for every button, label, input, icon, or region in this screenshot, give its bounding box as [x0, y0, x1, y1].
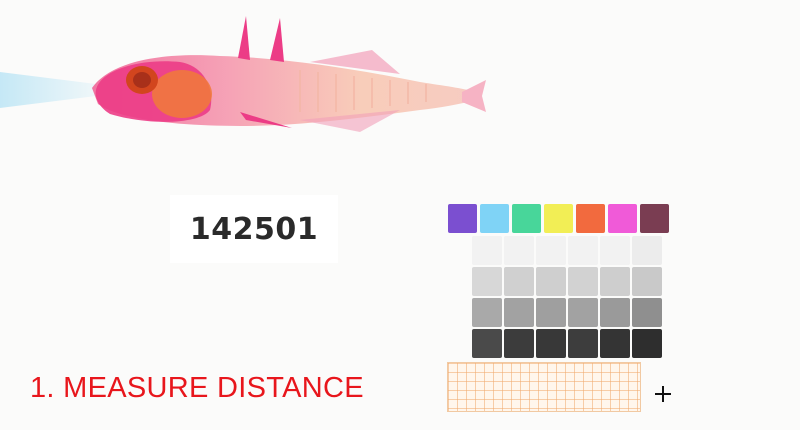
specimen-id-label: 142501	[170, 195, 338, 263]
color-swatch	[512, 204, 541, 233]
gray-swatch	[472, 298, 502, 327]
gray-swatch	[504, 298, 534, 327]
gray-swatch	[472, 267, 502, 296]
gray-swatch	[600, 236, 630, 265]
color-swatch	[576, 204, 605, 233]
measurement-grid-scale	[447, 362, 641, 412]
gray-swatch	[568, 329, 598, 358]
gray-swatch	[600, 267, 630, 296]
fish	[92, 16, 486, 132]
gray-swatch	[536, 267, 566, 296]
gray-swatch	[600, 298, 630, 327]
measure-instruction-text: 1. MEASURE DISTANCE	[30, 372, 364, 404]
color-swatch	[448, 204, 477, 233]
crosshair-icon	[655, 386, 671, 402]
gray-swatch	[632, 236, 662, 265]
color-swatch	[480, 204, 509, 233]
color-swatch	[608, 204, 637, 233]
gray-swatch	[632, 329, 662, 358]
probe-tip	[0, 72, 96, 108]
gray-swatch	[536, 298, 566, 327]
color-swatch	[544, 204, 573, 233]
gray-swatch	[568, 267, 598, 296]
gray-swatch	[504, 329, 534, 358]
gray-swatch	[568, 298, 598, 327]
gray-swatch	[504, 267, 534, 296]
gray-swatch	[632, 298, 662, 327]
gray-swatch	[536, 236, 566, 265]
gray-swatch	[568, 236, 598, 265]
gray-swatch	[472, 236, 502, 265]
gray-swatch	[472, 329, 502, 358]
gray-swatch	[536, 329, 566, 358]
gray-swatch	[632, 267, 662, 296]
color-swatch	[640, 204, 669, 233]
gray-swatch	[600, 329, 630, 358]
color-calibration-card	[448, 200, 674, 365]
gray-swatch	[504, 236, 534, 265]
